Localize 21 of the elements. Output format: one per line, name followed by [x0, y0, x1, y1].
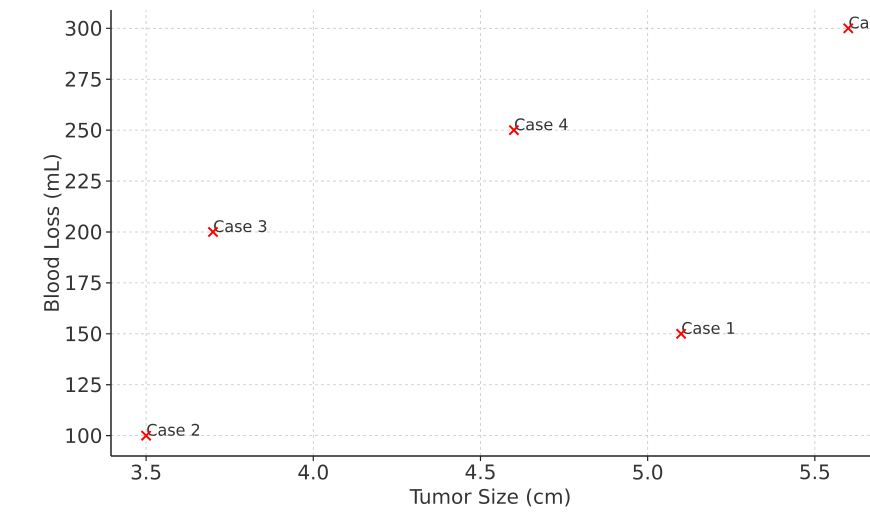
y-tick-label: 250 — [66, 122, 102, 138]
y-tick-label: 100 — [66, 428, 102, 444]
y-tick-label: 200 — [66, 224, 102, 240]
annotation: Case 1 — [682, 322, 734, 334]
x-axis-title: Tumor Size (cm) — [410, 488, 570, 506]
y-tick-label: 125 — [66, 377, 101, 392]
x-tick-label: 4.5 — [466, 464, 495, 480]
y-tick-label: 275 — [66, 72, 101, 87]
y-tick-label: 150 — [66, 326, 102, 342]
y-tick-label: 225 — [66, 174, 101, 189]
y-tick-label: 175 — [66, 275, 101, 290]
y-tick-label: 300 — [66, 20, 102, 36]
y-axis-title: Blood Loss (mL) — [44, 155, 62, 311]
annotation: Case 2 — [147, 424, 200, 436]
x-tick-label: 5.5 — [800, 464, 829, 480]
x-tick-label: 5.0 — [633, 464, 662, 480]
x-tick-label: 4.0 — [298, 464, 328, 480]
annotation: Case 3 — [214, 220, 266, 232]
annotation: Case 4 — [515, 118, 568, 130]
annotation: Ca — [849, 16, 868, 29]
x-tick-label: 3.5 — [132, 464, 160, 480]
